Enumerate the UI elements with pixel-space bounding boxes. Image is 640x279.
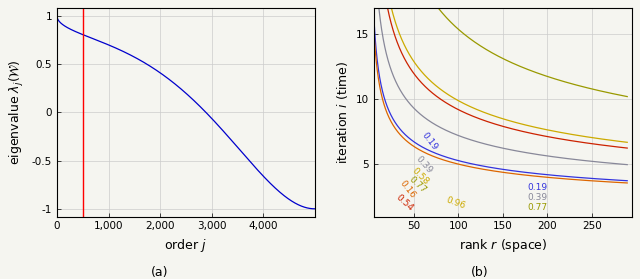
X-axis label: rank $r$ (space): rank $r$ (space) <box>459 237 547 254</box>
X-axis label: order $j$: order $j$ <box>164 237 207 254</box>
Text: 0.16: 0.16 <box>398 179 417 200</box>
Text: 0.77: 0.77 <box>407 175 428 195</box>
Text: 0.96: 0.96 <box>445 195 467 211</box>
Text: (a): (a) <box>151 266 169 279</box>
Text: 0.54: 0.54 <box>394 193 415 213</box>
Y-axis label: iteration $i$ (time): iteration $i$ (time) <box>335 61 351 164</box>
Y-axis label: eigenvalue $\lambda_j(\mathcal{W})$: eigenvalue $\lambda_j(\mathcal{W})$ <box>8 60 26 165</box>
Text: 0.39: 0.39 <box>414 154 434 175</box>
Text: 0.77: 0.77 <box>528 203 548 212</box>
Text: 0.39: 0.39 <box>528 193 548 202</box>
Text: 0.19: 0.19 <box>528 183 548 192</box>
Text: 0.58: 0.58 <box>410 166 430 186</box>
Text: 0.19: 0.19 <box>420 130 440 152</box>
Text: (b): (b) <box>471 266 489 279</box>
